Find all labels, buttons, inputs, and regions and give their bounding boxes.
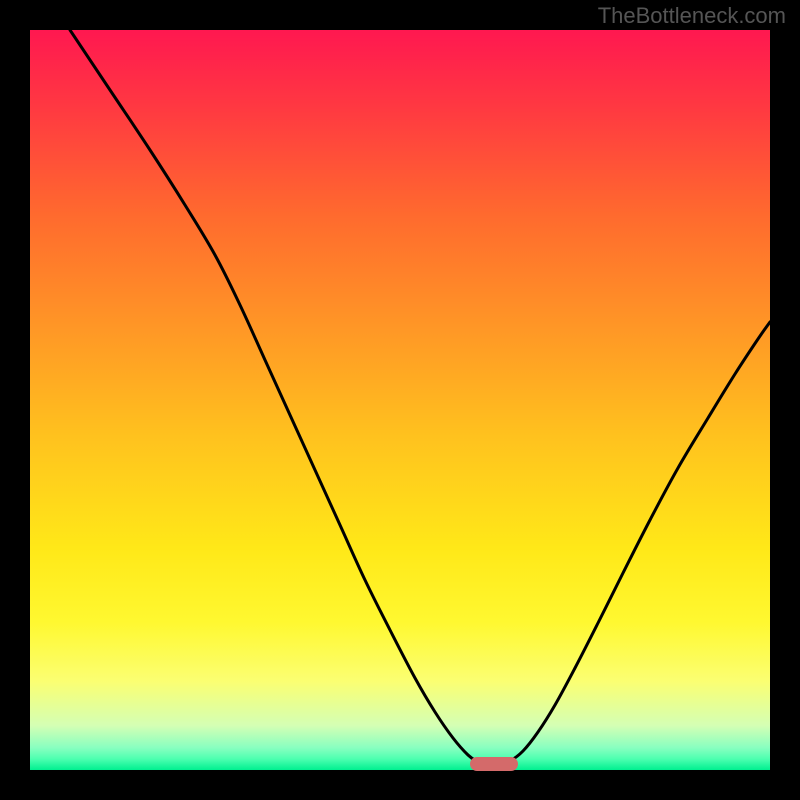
watermark-text: TheBottleneck.com xyxy=(598,3,786,29)
bottleneck-curve xyxy=(30,30,770,770)
optimal-marker xyxy=(470,757,518,771)
bottleneck-chart xyxy=(30,30,770,770)
